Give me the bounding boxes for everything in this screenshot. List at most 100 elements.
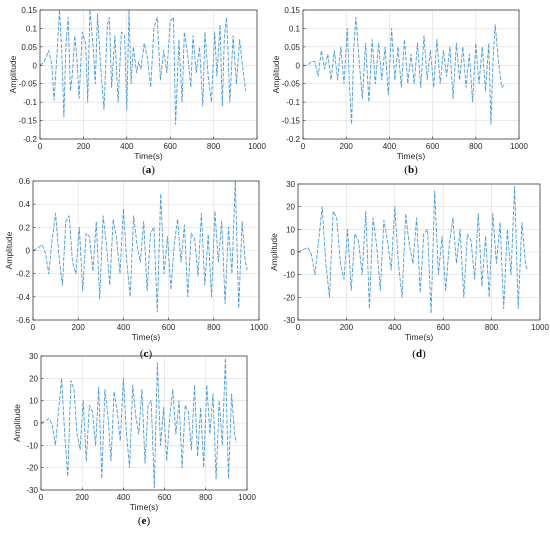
y-tick-label: -0.1	[286, 98, 300, 107]
series-line	[32, 180, 248, 313]
y-tick-label: 30	[29, 352, 38, 361]
y-axis-label: Amplitude	[12, 404, 22, 442]
x-tick-label: 600	[437, 323, 451, 332]
x-tick-label: 400	[120, 142, 134, 151]
y-tick-label: -10	[283, 271, 295, 280]
x-tick-label: 600	[158, 493, 172, 502]
caption-open: (	[412, 348, 416, 360]
y-tick-label: -0.6	[16, 316, 30, 325]
x-tick-label: 0	[38, 142, 43, 151]
caption-open: (	[404, 164, 408, 176]
y-axis-label: Amplitude	[4, 231, 14, 269]
series-line	[40, 357, 237, 489]
caption-close: )	[148, 348, 152, 360]
y-tick-label: -10	[26, 441, 38, 450]
x-tick-label: 400	[117, 323, 131, 332]
x-axis-label: Time(s)	[397, 151, 426, 161]
x-tick-label: 800	[485, 323, 499, 332]
panel-caption: (e)	[138, 515, 151, 527]
chart-panel-b: 0 200 400 600 800 1000 -0.2 -0.15 -0.1 -0.05 0 0.05…	[271, 6, 528, 176]
y-tick-label: 0.05	[21, 43, 37, 52]
panel-caption: (d)	[412, 348, 426, 360]
caption-close: )	[146, 515, 150, 527]
x-tick-label: 800	[207, 142, 221, 151]
x-tick-label: 800	[207, 323, 221, 332]
x-tick-label: 600	[426, 142, 440, 151]
y-axis-label: Amplitude	[8, 55, 18, 93]
series-line	[303, 16, 506, 125]
x-tick-label: 600	[164, 142, 178, 151]
y-tick-label: -30	[26, 486, 38, 495]
x-tick-label: 800	[469, 142, 483, 151]
y-tick-label: -0.2	[23, 135, 37, 144]
x-axis-label: Time(s)	[132, 332, 161, 342]
chart-panel-c: 0 200 400 600 800 1000 -0.6 -0.4 -0.2 0 0.2 0.4 0.6 T…	[4, 177, 268, 360]
caption-letter: c	[144, 348, 149, 360]
caption-close: )	[414, 164, 418, 176]
panel-caption: (c)	[140, 348, 153, 360]
x-tick-label: 1000	[250, 323, 268, 332]
caption-open: (	[142, 164, 146, 176]
y-tick-label: -0.2	[286, 135, 300, 144]
y-tick-label: 20	[29, 374, 38, 383]
caption-close: )	[422, 348, 426, 360]
y-tick-label: -20	[26, 464, 38, 473]
x-tick-label: 1000	[510, 142, 528, 151]
caption-letter: b	[408, 164, 414, 176]
x-tick-label: 200	[340, 323, 354, 332]
y-tick-label: 0.15	[21, 6, 37, 15]
y-tick-label: 20	[286, 203, 295, 212]
y-tick-label: 0.1	[289, 24, 301, 33]
panel-caption: (a)	[142, 164, 155, 176]
x-tick-label: 1000	[531, 323, 549, 332]
y-tick-label: 0.05	[284, 43, 300, 52]
axes-box	[39, 9, 258, 140]
y-tick-label: -20	[283, 293, 295, 302]
y-axis-label: Amplitude	[271, 55, 281, 93]
y-tick-label: -0.4	[16, 293, 30, 302]
y-tick-label: -0.05	[19, 80, 38, 89]
caption-open: (	[140, 348, 144, 360]
x-tick-label: 200	[340, 142, 354, 151]
y-tick-label: 30	[286, 180, 295, 189]
y-tick-label: -0.15	[19, 117, 38, 126]
y-tick-label: 0	[26, 247, 31, 256]
x-tick-label: 1000	[248, 142, 266, 151]
y-tick-label: 0.6	[19, 177, 31, 186]
chart-panel-a: 0 200 400 600 800 1000 -0.2 -0.15 -0.1 -0.05 0 0.05…	[8, 6, 266, 176]
y-tick-label: -30	[283, 316, 295, 325]
x-tick-label: 200	[76, 493, 90, 502]
x-tick-label: 200	[77, 142, 91, 151]
y-tick-label: 10	[286, 225, 295, 234]
y-tick-label: 0	[34, 419, 39, 428]
x-tick-label: 400	[117, 493, 131, 502]
x-axis-label: Time(s)	[405, 332, 434, 342]
series-line	[39, 9, 247, 125]
y-tick-label: -0.15	[282, 117, 301, 126]
y-tick-label: 0	[296, 61, 301, 70]
y-tick-label: 0.4	[19, 200, 31, 209]
y-tick-label: 10	[29, 397, 38, 406]
x-tick-label: 0	[39, 493, 44, 502]
caption-close: )	[151, 164, 155, 176]
caption-letter: d	[416, 348, 422, 360]
axes-box	[302, 9, 520, 140]
series-line	[297, 185, 528, 314]
chart-panel-e: 0 200 400 600 800 1000 -30 -20 -10 0 10 20 30 Time(s)…	[12, 352, 256, 527]
caption-letter: a	[146, 164, 152, 176]
y-axis-label: Amplitude	[269, 233, 279, 271]
y-tick-label: 0	[291, 248, 296, 257]
x-tick-label: 600	[162, 323, 176, 332]
y-tick-label: -0.05	[282, 80, 301, 89]
x-tick-label: 200	[72, 323, 86, 332]
x-tick-label: 0	[301, 142, 306, 151]
caption-open: (	[138, 515, 142, 527]
x-tick-label: 1000	[238, 493, 256, 502]
y-tick-label: 0	[33, 61, 38, 70]
caption-letter: e	[142, 515, 147, 527]
x-tick-label: 400	[388, 323, 402, 332]
x-tick-label: 0	[296, 323, 301, 332]
panel-caption: (b)	[404, 164, 418, 176]
x-axis-label: Time(s)	[134, 151, 163, 161]
